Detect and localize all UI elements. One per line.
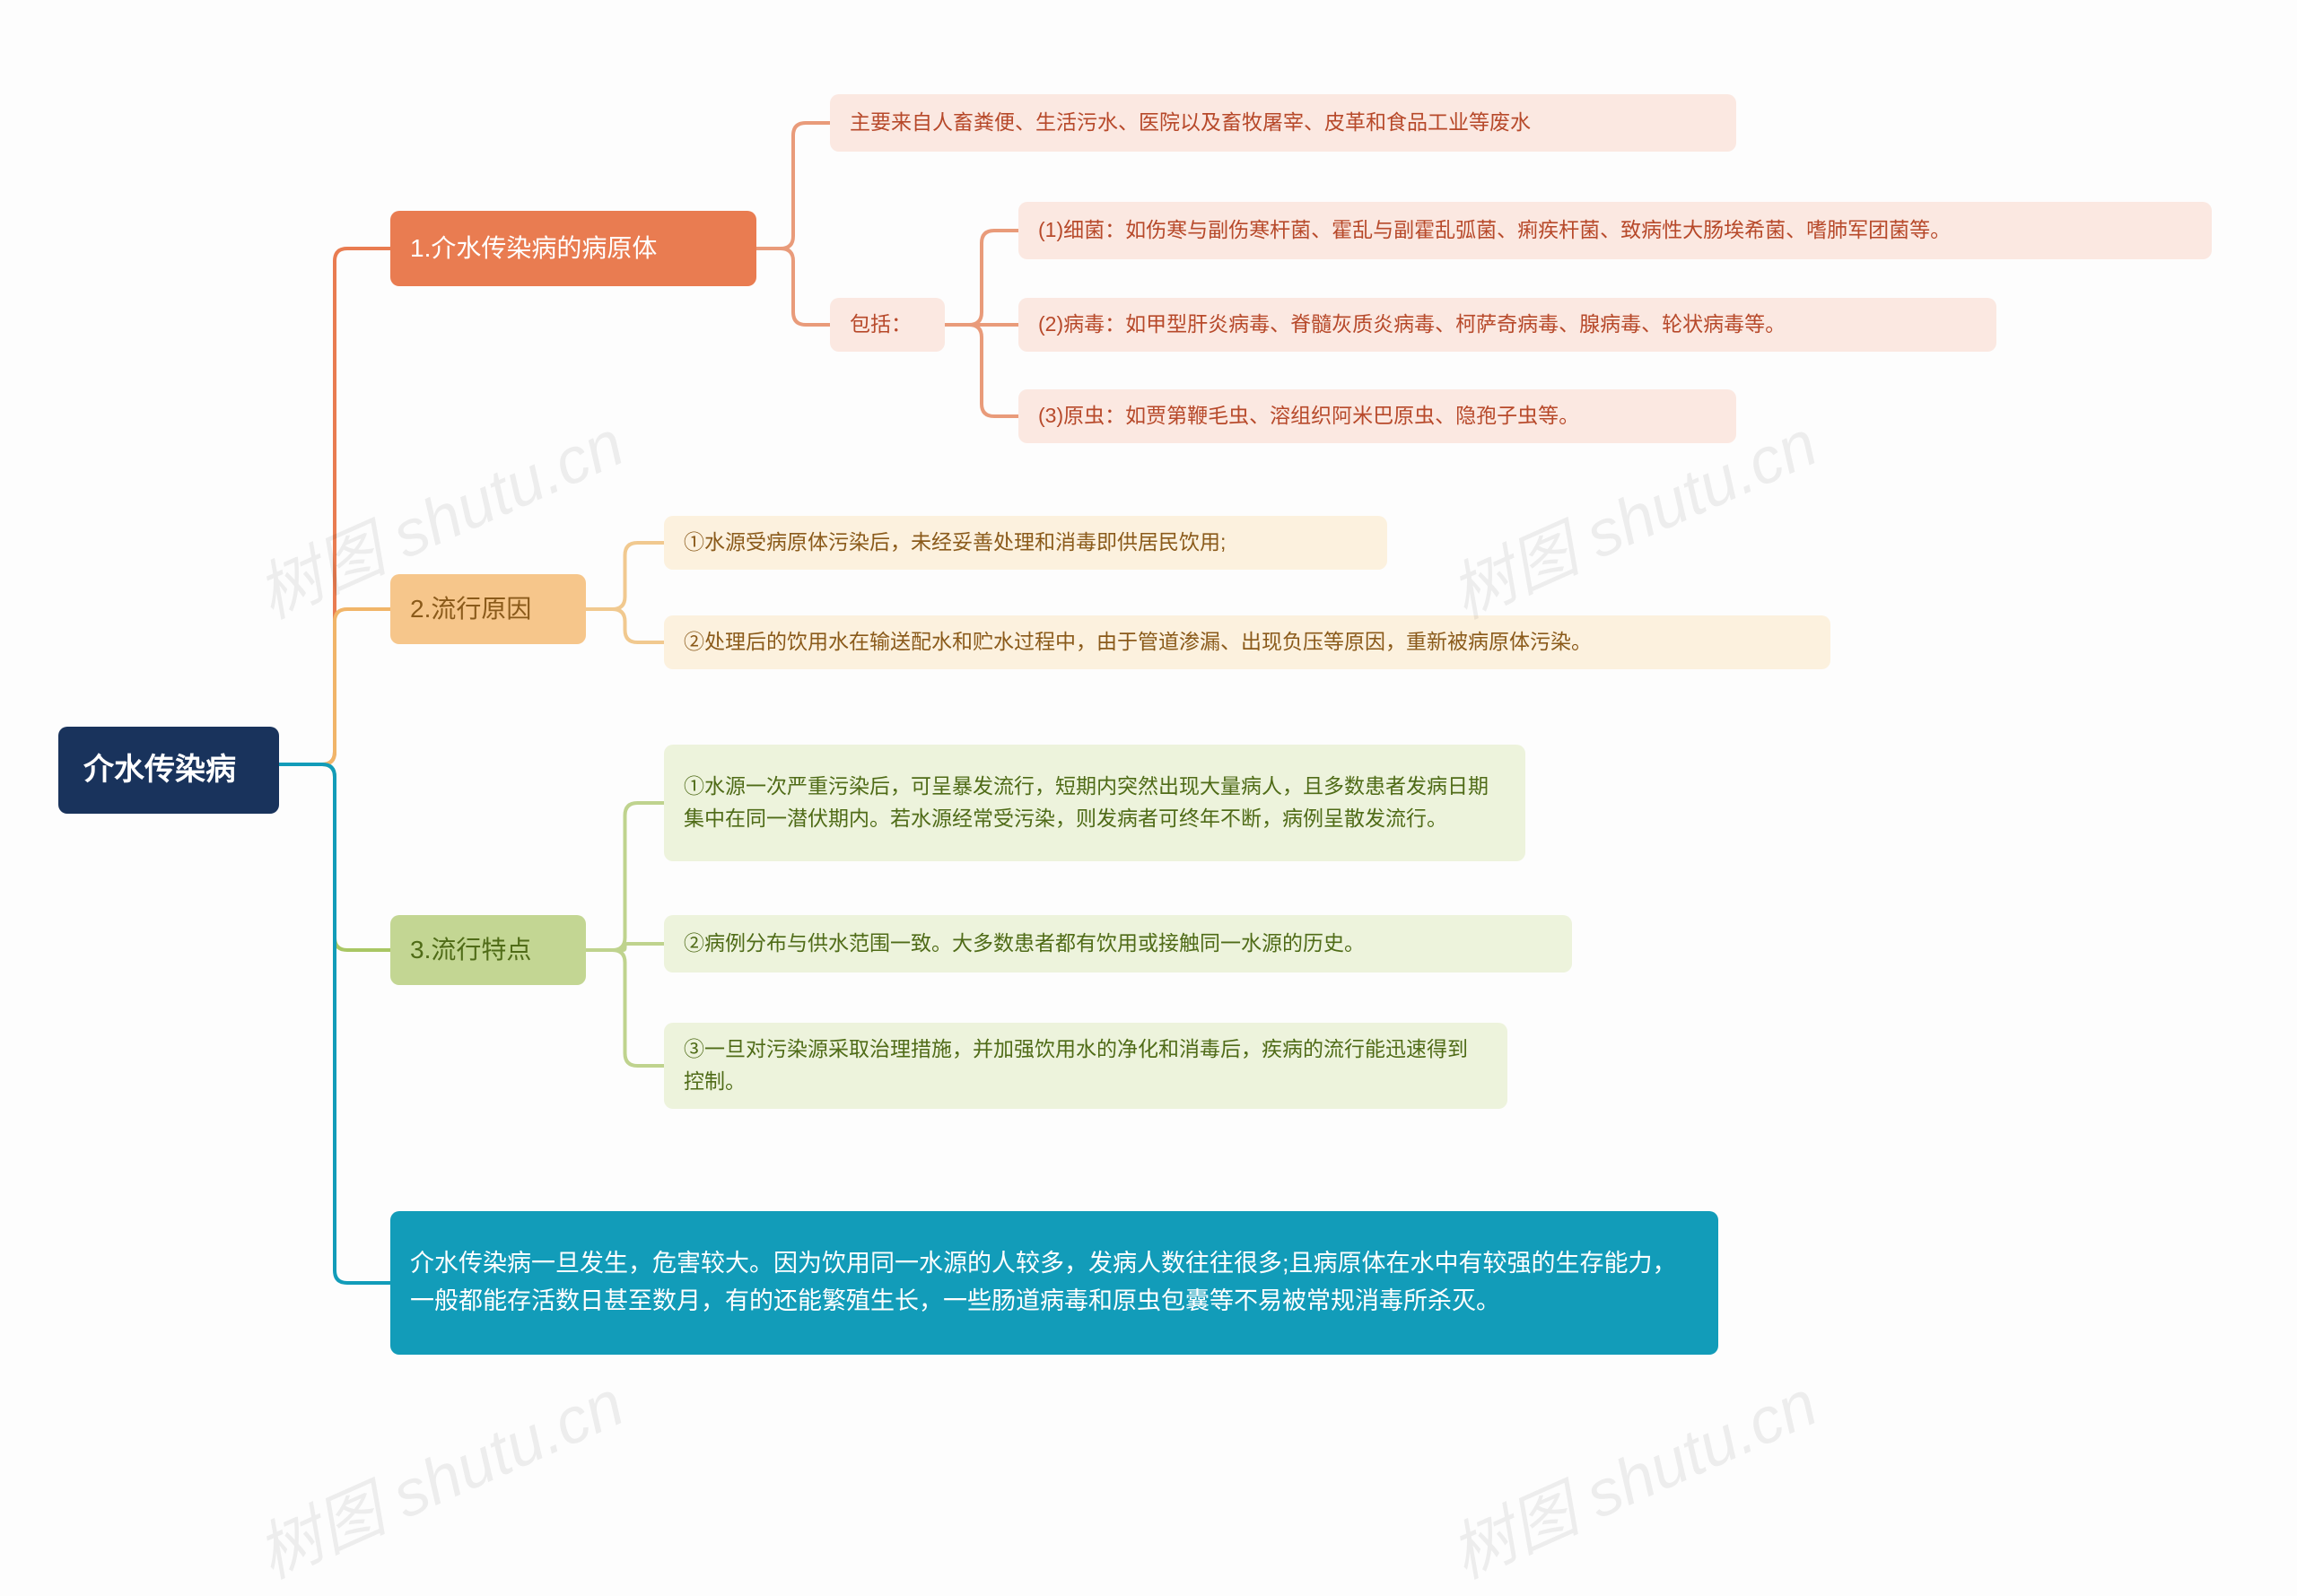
b2-leaf-2[interactable]: ②处理后的饮用水在输送配水和贮水过程中，由于管道渗漏、出现负压等原因，重新被病原…: [664, 615, 1830, 669]
branch-2-label: 2.流行原因: [410, 589, 531, 628]
b1-include-item-2[interactable]: (2)病毒：如甲型肝炎病毒、脊髓灰质炎病毒、柯萨奇病毒、腺病毒、轮状病毒等。: [1018, 298, 1996, 352]
mindmap-stage: 介水传染病 1.介水传染病的病原体 主要来自人畜粪便、生活污水、医院以及畜牧屠宰…: [0, 0, 2297, 1518]
b1-leaf-source[interactable]: 主要来自人畜粪便、生活污水、医院以及畜牧屠宰、皮革和食品工业等废水: [830, 94, 1736, 152]
b1-include-item-2-label: (2)病毒：如甲型肝炎病毒、脊髓灰质炎病毒、柯萨奇病毒、腺病毒、轮状病毒等。: [1038, 309, 1786, 341]
b1-include[interactable]: 包括：: [830, 298, 945, 352]
watermark: 树图 shutu.cn: [1434, 1351, 1830, 1596]
b2-leaf-2-label: ②处理后的饮用水在输送配水和贮水过程中，由于管道渗漏、出现负压等原因，重新被病原…: [684, 626, 1592, 658]
b1-include-label: 包括：: [850, 309, 912, 341]
branch-1-label: 1.介水传染病的病原体: [410, 229, 657, 267]
branch-3[interactable]: 3.流行特点: [390, 915, 586, 985]
b1-include-item-3-label: (3)原虫：如贾第鞭毛虫、溶组织阿米巴原虫、隐孢子虫等。: [1038, 400, 1579, 432]
watermark: 树图 shutu.cn: [240, 1351, 636, 1596]
root-label: 介水传染病: [83, 746, 236, 794]
b3-leaf-1[interactable]: ①水源一次严重污染后，可呈暴发流行，短期内突然出现大量病人，且多数患者发病日期集…: [664, 745, 1525, 861]
branch-3-label: 3.流行特点: [410, 930, 531, 969]
b1-include-item-3[interactable]: (3)原虫：如贾第鞭毛虫、溶组织阿米巴原虫、隐孢子虫等。: [1018, 389, 1736, 443]
b1-include-item-1[interactable]: (1)细菌：如伤寒与副伤寒杆菌、霍乱与副霍乱弧菌、痢疾杆菌、致病性大肠埃希菌、嗜…: [1018, 202, 2212, 259]
branch-2[interactable]: 2.流行原因: [390, 574, 586, 644]
branch-1[interactable]: 1.介水传染病的病原体: [390, 211, 756, 286]
b3-leaf-1-label: ①水源一次严重污染后，可呈暴发流行，短期内突然出现大量病人，且多数患者发病日期集…: [684, 771, 1506, 834]
b1-include-item-1-label: (1)细菌：如伤寒与副伤寒杆菌、霍乱与副霍乱弧菌、痢疾杆菌、致病性大肠埃希菌、嗜…: [1038, 214, 1951, 247]
b3-leaf-2-label: ②病例分布与供水范围一致。大多数患者都有饮用或接触同一水源的历史。: [684, 928, 1365, 960]
b3-leaf-2[interactable]: ②病例分布与供水范围一致。大多数患者都有饮用或接触同一水源的历史。: [664, 915, 1572, 972]
b2-leaf-1-label: ①水源受病原体污染后，未经妥善处理和消毒即供居民饮用;: [684, 527, 1226, 559]
b3-leaf-3[interactable]: ③一旦对污染源采取治理措施，并加强饮用水的净化和消毒后，疾病的流行能迅速得到控制…: [664, 1023, 1507, 1109]
b3-leaf-3-label: ③一旦对污染源采取治理措施，并加强饮用水的净化和消毒后，疾病的流行能迅速得到控制…: [684, 1033, 1488, 1097]
b1-leaf-source-label: 主要来自人畜粪便、生活污水、医院以及畜牧屠宰、皮革和食品工业等废水: [850, 107, 1531, 139]
summary-label: 介水传染病一旦发生，危害较大。因为饮用同一水源的人较多，发病人数往往很多;且病原…: [410, 1245, 1699, 1321]
b2-leaf-1[interactable]: ①水源受病原体污染后，未经妥善处理和消毒即供居民饮用;: [664, 516, 1387, 570]
root-node[interactable]: 介水传染病: [58, 727, 279, 814]
summary-node[interactable]: 介水传染病一旦发生，危害较大。因为饮用同一水源的人较多，发病人数往往很多;且病原…: [390, 1211, 1718, 1355]
